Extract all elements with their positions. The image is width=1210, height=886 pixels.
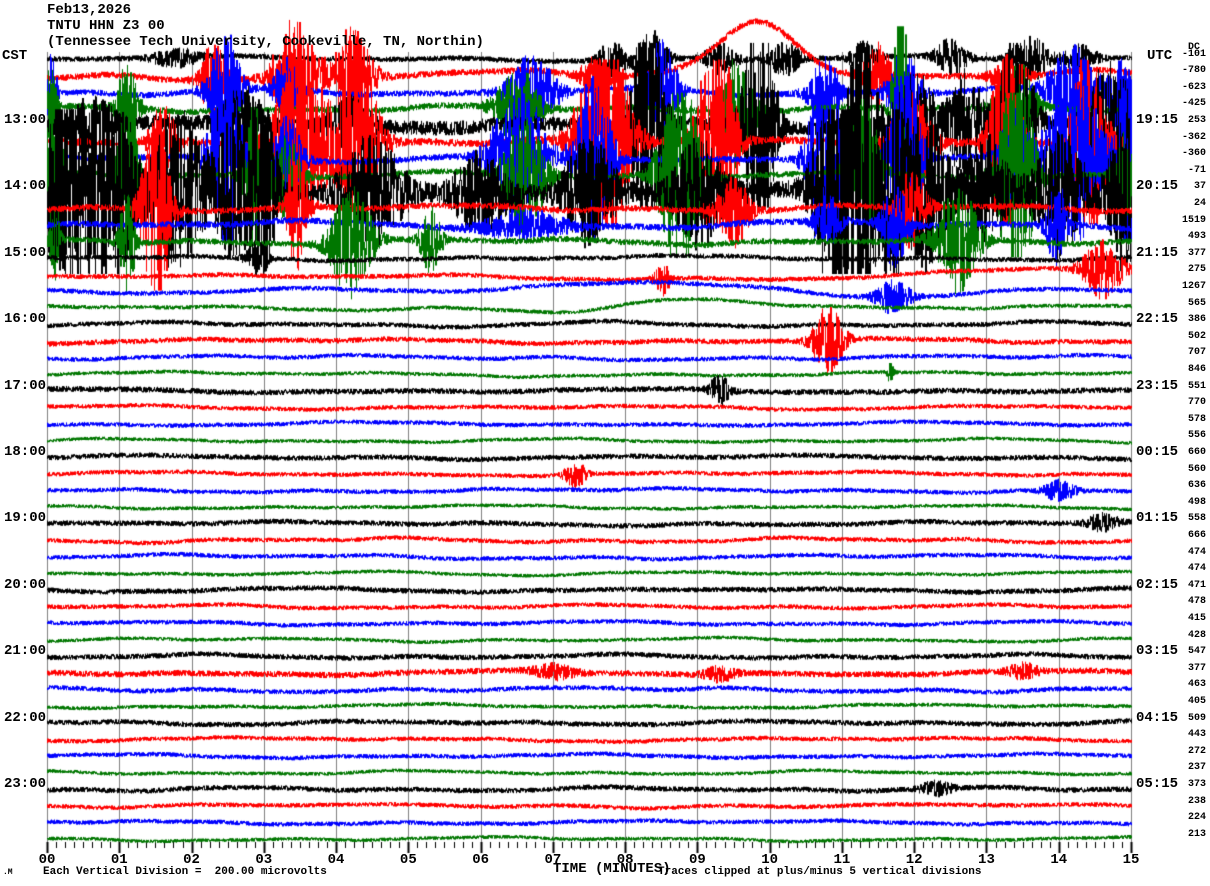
dc-offset-value: 547 — [1187, 646, 1206, 658]
x-tick-label: 09 — [688, 852, 706, 868]
cst-hour-label: 18:00 — [3, 443, 46, 460]
dc-offset-value: -101 — [1181, 48, 1206, 60]
utc-hour-label: 01:15 — [1136, 510, 1179, 527]
title-station: TNTU HHN Z3 00 — [47, 18, 165, 34]
dc-offset-value: 224 — [1187, 812, 1206, 824]
cst-hour-label: 21:00 — [3, 643, 46, 660]
cst-hour-label: 23:00 — [3, 775, 46, 792]
dc-offset-value: 660 — [1187, 446, 1206, 458]
dc-column-header: DC — [1187, 42, 1200, 53]
dc-offset-value: 471 — [1187, 579, 1206, 591]
dc-offset-value: -360 — [1181, 148, 1206, 160]
dc-offset-value: 213 — [1187, 828, 1206, 840]
x-tick-label: 10 — [761, 852, 779, 868]
x-tick-label: 02 — [183, 852, 200, 868]
utc-hour-label: 20:15 — [1136, 178, 1179, 195]
utc-hour-label: 04:15 — [1136, 709, 1179, 726]
dc-offset-value: 1267 — [1181, 280, 1206, 292]
x-axis-label: TIME (MINUTES) — [553, 861, 671, 877]
x-tick-label: 07 — [544, 852, 562, 868]
utc-hour-label: 23:15 — [1136, 377, 1179, 394]
dc-offset-value: -623 — [1181, 81, 1206, 93]
corner-glyph: .M — [3, 868, 13, 877]
cst-hour-label: 16:00 — [3, 311, 46, 328]
dc-offset-value: 24 — [1193, 197, 1206, 209]
dc-offset-value: 443 — [1187, 729, 1206, 741]
utc-hour-label: 19:15 — [1136, 111, 1179, 128]
dc-offset-value: 558 — [1187, 513, 1206, 525]
cst-hour-label: 15:00 — [3, 244, 46, 261]
dc-offset-value: 405 — [1187, 695, 1206, 707]
cst-axis-header: CST — [2, 48, 28, 64]
x-tick-label: 13 — [978, 852, 995, 868]
dc-offset-value: 498 — [1187, 496, 1206, 508]
title-location: (Tennessee Tech University, Cookeville, … — [47, 34, 484, 50]
x-tick-label: 03 — [255, 852, 273, 868]
utc-hour-label: 21:15 — [1136, 244, 1179, 261]
x-tick-label: 08 — [616, 852, 634, 868]
utc-hour-label: 05:15 — [1136, 775, 1179, 792]
dc-offset-value: 770 — [1187, 397, 1206, 409]
utc-hour-label: 22:15 — [1136, 311, 1179, 328]
dc-offset-value: 377 — [1187, 662, 1206, 674]
dc-offset-value: 502 — [1187, 330, 1206, 342]
dc-offset-value: 578 — [1187, 413, 1206, 425]
dc-offset-value: 636 — [1187, 480, 1206, 492]
dc-offset-value: -780 — [1181, 65, 1206, 77]
dc-offset-value: 556 — [1187, 430, 1206, 442]
dc-offset-value: 846 — [1187, 363, 1206, 375]
title-date: Feb13,2026 — [47, 2, 132, 18]
x-tick-label: 05 — [399, 852, 417, 868]
cst-hour-label: 19:00 — [3, 510, 46, 527]
dc-offset-value: 565 — [1187, 297, 1206, 309]
dc-offset-value: 551 — [1187, 380, 1206, 392]
cst-hour-label: 17:00 — [3, 377, 46, 394]
x-tick-label: 00 — [38, 852, 56, 868]
dc-offset-value: 253 — [1187, 114, 1206, 126]
x-tick-label: 11 — [833, 852, 851, 868]
cst-hour-label: 13:00 — [3, 111, 46, 128]
dc-offset-value: 275 — [1187, 264, 1206, 276]
dc-offset-value: 474 — [1187, 563, 1206, 575]
x-tick-label: 04 — [327, 852, 345, 868]
dc-offset-value: -362 — [1181, 131, 1206, 143]
dc-offset-value: 463 — [1187, 679, 1206, 691]
dc-offset-value: -425 — [1181, 98, 1206, 110]
dc-offset-value: -71 — [1187, 164, 1206, 176]
dc-offset-value: 238 — [1187, 795, 1206, 807]
dc-offset-value: 237 — [1187, 762, 1206, 774]
cst-hour-label: 22:00 — [3, 709, 46, 726]
vertical-division-note: Each Vertical Division = 200.00 microvol… — [43, 866, 327, 878]
clipping-note: Traces clipped at plus/minus 5 vertical … — [658, 866, 982, 878]
x-tick-label: 15 — [1122, 852, 1140, 868]
dc-offset-value: 509 — [1187, 712, 1206, 724]
dc-offset-value: 493 — [1187, 231, 1206, 243]
dc-offset-value: 373 — [1187, 778, 1206, 790]
dc-offset-value: 272 — [1187, 745, 1206, 757]
dc-offset-value: 428 — [1187, 629, 1206, 641]
x-tick-label: 01 — [110, 852, 128, 868]
dc-offset-value: 666 — [1187, 529, 1206, 541]
dc-offset-value: 707 — [1187, 347, 1206, 359]
dc-offset-value: 1519 — [1181, 214, 1206, 226]
dc-offset-value: 386 — [1187, 314, 1206, 326]
dc-offset-value: 474 — [1187, 546, 1206, 558]
dc-offset-value: 478 — [1187, 596, 1206, 608]
cst-hour-label: 20:00 — [3, 576, 46, 593]
utc-axis-header: UTC — [1147, 48, 1173, 64]
dc-offset-value: 560 — [1187, 463, 1206, 475]
dc-offset-value: 37 — [1193, 181, 1206, 193]
cst-hour-label: 14:00 — [3, 178, 46, 195]
x-tick-label: 14 — [1050, 852, 1068, 868]
utc-hour-label: 03:15 — [1136, 643, 1179, 660]
dc-offset-value: 415 — [1187, 612, 1206, 624]
x-tick-label: 12 — [905, 852, 923, 868]
dc-offset-value: 377 — [1187, 247, 1206, 259]
x-tick-label: 06 — [472, 852, 489, 868]
utc-hour-label: 00:15 — [1136, 443, 1179, 460]
utc-hour-label: 02:15 — [1136, 576, 1179, 593]
